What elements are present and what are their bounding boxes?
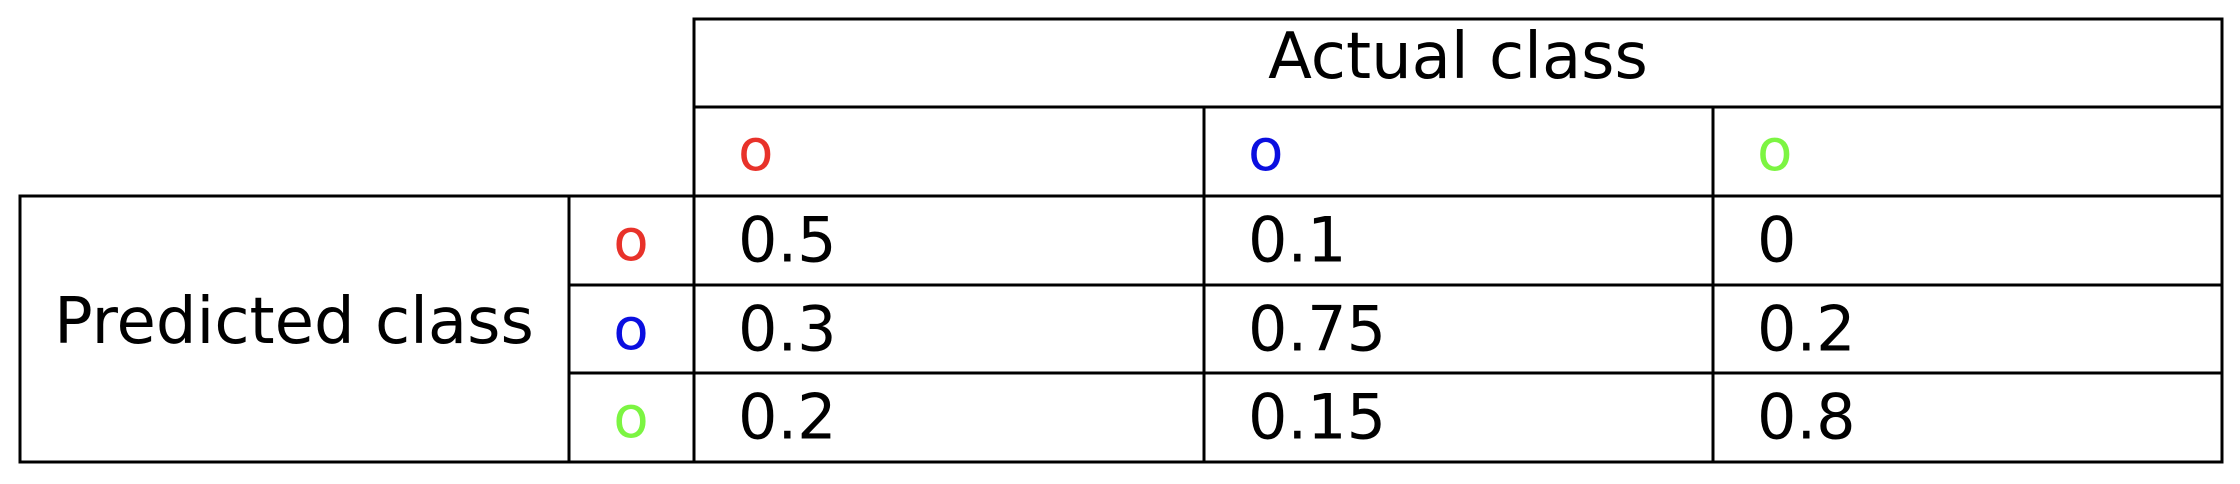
predicted-class-marker: o — [613, 206, 649, 274]
actual-class-marker: o — [1248, 116, 1284, 184]
matrix-cell: 0.2 — [738, 381, 837, 454]
column-header: Actual class — [1268, 20, 1648, 94]
matrix-cell: 0.3 — [738, 293, 837, 366]
grid-lines — [18, 17, 2224, 464]
predicted-class-markers: ooo — [613, 206, 649, 451]
matrix-cells: 0.5 0.1 0 0.3 0.75 0.2 0.2 0.15 0.8 — [738, 204, 1856, 454]
actual-class-marker: o — [738, 116, 774, 184]
row-header: Predicted class — [54, 285, 534, 359]
matrix-cell: 0.2 — [1757, 293, 1856, 366]
matrix-cell: 0.1 — [1248, 204, 1347, 277]
predicted-class-marker: o — [613, 295, 649, 363]
actual-class-marker: o — [1757, 116, 1793, 184]
predicted-class-marker: o — [613, 383, 649, 451]
matrix-cell: 0 — [1757, 204, 1796, 277]
matrix-cell: 0.75 — [1248, 293, 1386, 366]
matrix-cell: 0.8 — [1757, 381, 1856, 454]
matrix-cell: 0.5 — [738, 204, 837, 277]
matrix-cell: 0.15 — [1248, 381, 1386, 454]
